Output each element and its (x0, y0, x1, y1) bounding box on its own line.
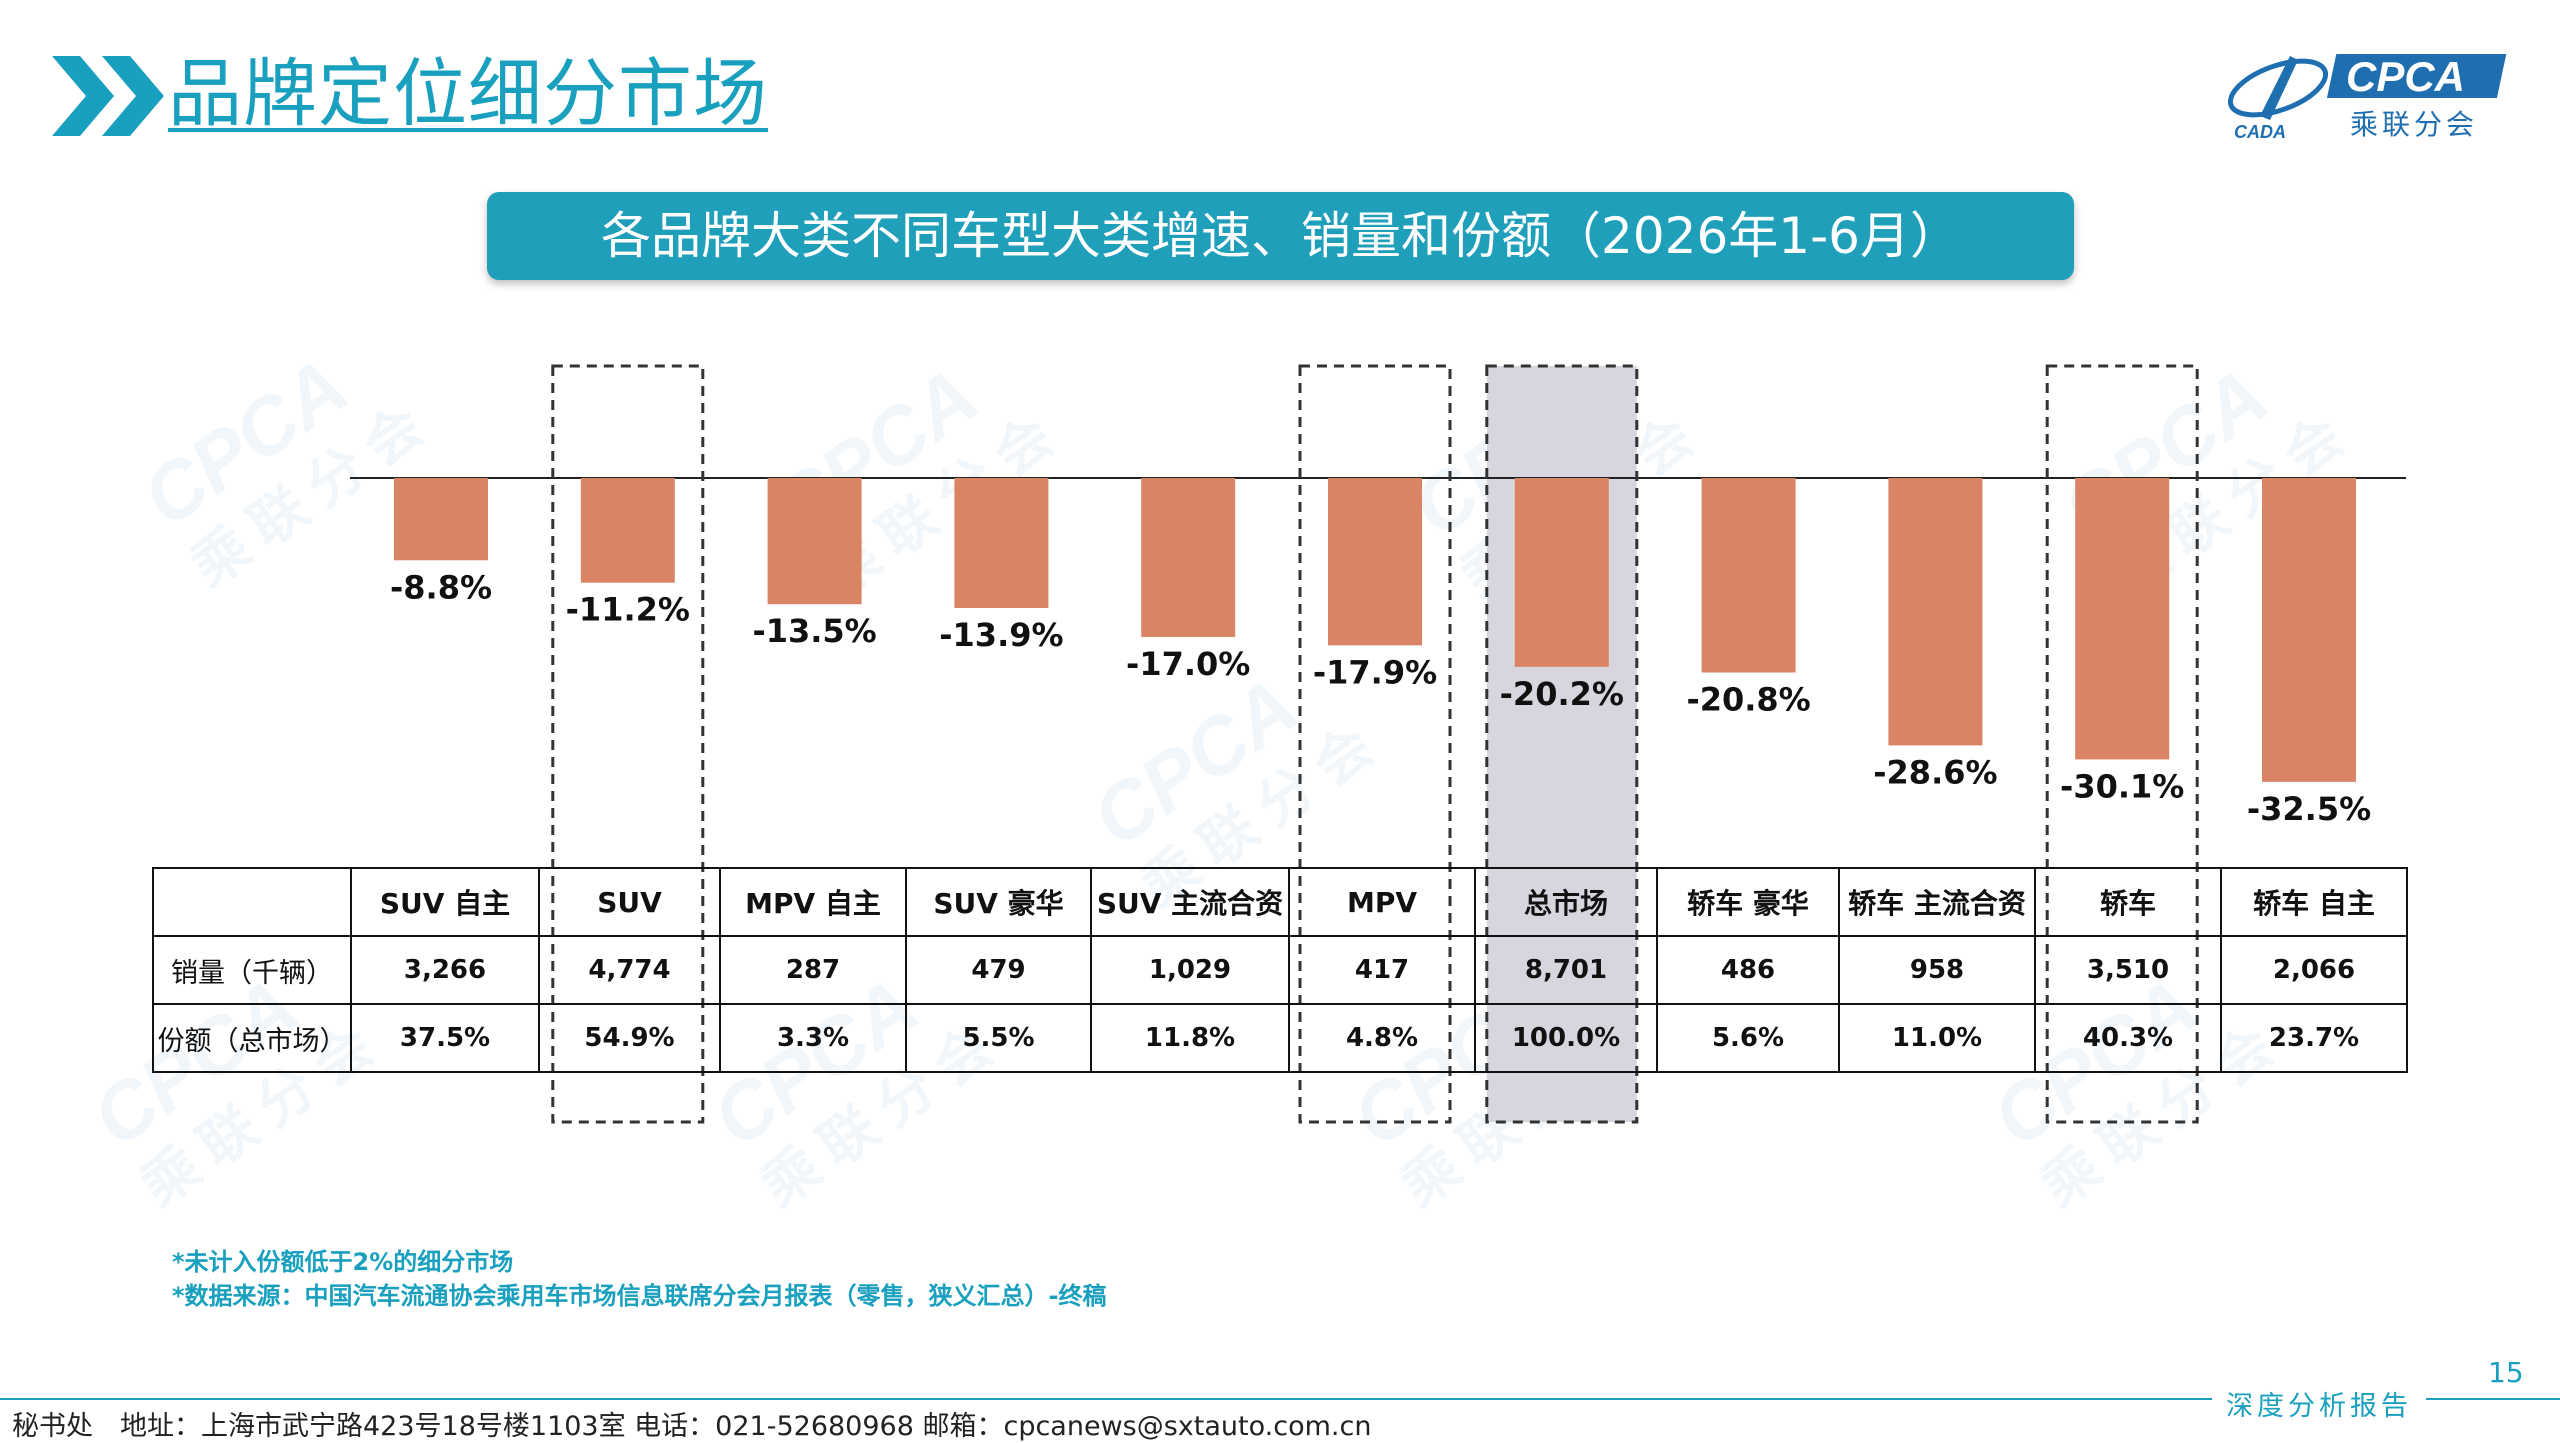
note-share-threshold: *未计入份额低于2%的细分市场 (172, 1248, 514, 1276)
table-corner-cell (152, 867, 352, 937)
table-cell: 3.3% (719, 1003, 907, 1073)
value-label-总市场: -20.2% (1500, 675, 1624, 713)
table-cell: 23.7% (2220, 1003, 2408, 1073)
bar-轿车 豪华 (1701, 478, 1796, 673)
value-label-轿车 豪华: -20.8% (1686, 680, 1810, 718)
column-header: MPV 自主 (719, 867, 907, 937)
note-data-source: *数据来源：中国汽车流通协会乘用车市场信息联席分会月报表（零售，狭义汇总）-终稿 (172, 1282, 1107, 1310)
table-cell: 287 (719, 935, 907, 1005)
table-row: 份额（总市场） 37.5% 54.9% 3.3% 5.5% 11.8% 4.8% 100.0%… (152, 1003, 2408, 1073)
footer-contact: 秘书处 地址：上海市武宁路423号18号楼1103室 电话：021-526809… (12, 1411, 1372, 1442)
column-header: 轿车 主流合资 (1838, 867, 2036, 937)
bar-轿车 自主 (2262, 478, 2356, 782)
table-row: 销量（千辆） 3,266 4,774 287 479 1,029 417 8,701 486 95… (152, 935, 2408, 1005)
table-cell: 417 (1288, 935, 1476, 1005)
table-cell: 100.0% (1474, 1003, 1658, 1073)
column-header: MPV (1288, 867, 1476, 937)
table-header-row: SUV 自主 SUV MPV 自主 SUV 豪华 SUV 主流合资 MPV 总市场 轿车 豪华… (152, 867, 2408, 937)
value-label-MPV: -17.9% (1313, 653, 1437, 691)
table-cell: 5.6% (1656, 1003, 1840, 1073)
table-cell: 5.5% (905, 1003, 1092, 1073)
row-label: 销量（千辆） (152, 935, 352, 1005)
table-cell: 8,701 (1474, 935, 1658, 1005)
logo-mark-text: CADA (2234, 122, 2286, 142)
bar-轿车 (2075, 478, 2170, 760)
dashed-box-轿车 (2045, 364, 2199, 1124)
column-header: 轿车 自主 (2220, 867, 2408, 937)
logo-text: CPCA (2346, 53, 2465, 100)
cpca-logo: CADA CPCA 乘联分会 (2227, 53, 2507, 142)
data-table: SUV 自主 SUV MPV 自主 SUV 豪华 SUV 主流合资 MPV 总市场 轿车 豪华… (152, 867, 2408, 1073)
table-cell: 37.5% (350, 1003, 540, 1073)
column-header: SUV (538, 867, 721, 937)
value-label-SUV 豪华: -13.9% (939, 616, 1063, 654)
bar-SUV 自主 (394, 478, 488, 561)
value-label-轿车: -30.1% (2060, 767, 2184, 805)
table-cell: 1,029 (1090, 935, 1290, 1005)
value-label-SUV 主流合资: -17.0% (1126, 645, 1250, 683)
page-title: 品牌定位细分市场 (168, 51, 768, 137)
bar-SUV 主流合资 (1141, 478, 1236, 637)
value-label-MPV 自主: -13.5% (752, 612, 876, 650)
table-cell: 486 (1656, 935, 1840, 1005)
table-cell: 3,266 (350, 935, 540, 1005)
bar-MPV 自主 (767, 478, 862, 605)
bar-总市场 (1514, 478, 1609, 667)
footer-report-tag: 深度分析报告 (2212, 1384, 2426, 1423)
dashed-box-SUV (551, 364, 705, 1124)
table-cell: 40.3% (2034, 1003, 2222, 1073)
double-chevron-icon (52, 56, 164, 136)
table-cell: 4.8% (1288, 1003, 1476, 1073)
column-header: SUV 主流合资 (1090, 867, 1290, 937)
value-label-SUV 自主: -8.8% (390, 568, 492, 606)
table-cell: 2,066 (2220, 935, 2408, 1005)
table-cell: 54.9% (538, 1003, 721, 1073)
cada-emblem-icon: CADA (2227, 56, 2329, 142)
table-cell: 11.0% (1838, 1003, 2036, 1073)
title-underline (168, 128, 768, 132)
column-header: 轿车 豪华 (1656, 867, 1840, 937)
logo-subtext: 乘联分会 (2350, 108, 2478, 141)
dashed-box-MPV (1298, 364, 1452, 1124)
bar-SUV (580, 478, 675, 583)
dashed-box-总市场 (1485, 364, 1639, 1124)
table-cell: 4,774 (538, 935, 721, 1005)
value-label-轿车 主流合资: -28.6% (1873, 753, 1997, 791)
value-label-轿车 自主: -32.5% (2247, 790, 2371, 828)
column-header: SUV 自主 (350, 867, 540, 937)
page-number: 15 (2488, 1356, 2524, 1389)
table-cell: 3,510 (2034, 935, 2222, 1005)
chart-title-banner: 各品牌大类不同车型大类增速、销量和份额（2026年1-6月） (487, 192, 2074, 280)
bar-轿车 主流合资 (1888, 478, 1983, 746)
value-label-SUV: -11.2% (566, 591, 690, 629)
table-cell: 958 (1838, 935, 2036, 1005)
table-cell: 11.8% (1090, 1003, 1290, 1073)
table-cell: 479 (905, 935, 1092, 1005)
bar-SUV 豪华 (954, 478, 1049, 608)
column-header: 总市场 (1474, 867, 1658, 937)
column-header: 轿车 (2034, 867, 2222, 937)
column-header: SUV 豪华 (905, 867, 1092, 937)
footer-divider (0, 1398, 2560, 1400)
row-label: 份额（总市场） (152, 1003, 352, 1073)
bar-MPV (1328, 478, 1422, 646)
